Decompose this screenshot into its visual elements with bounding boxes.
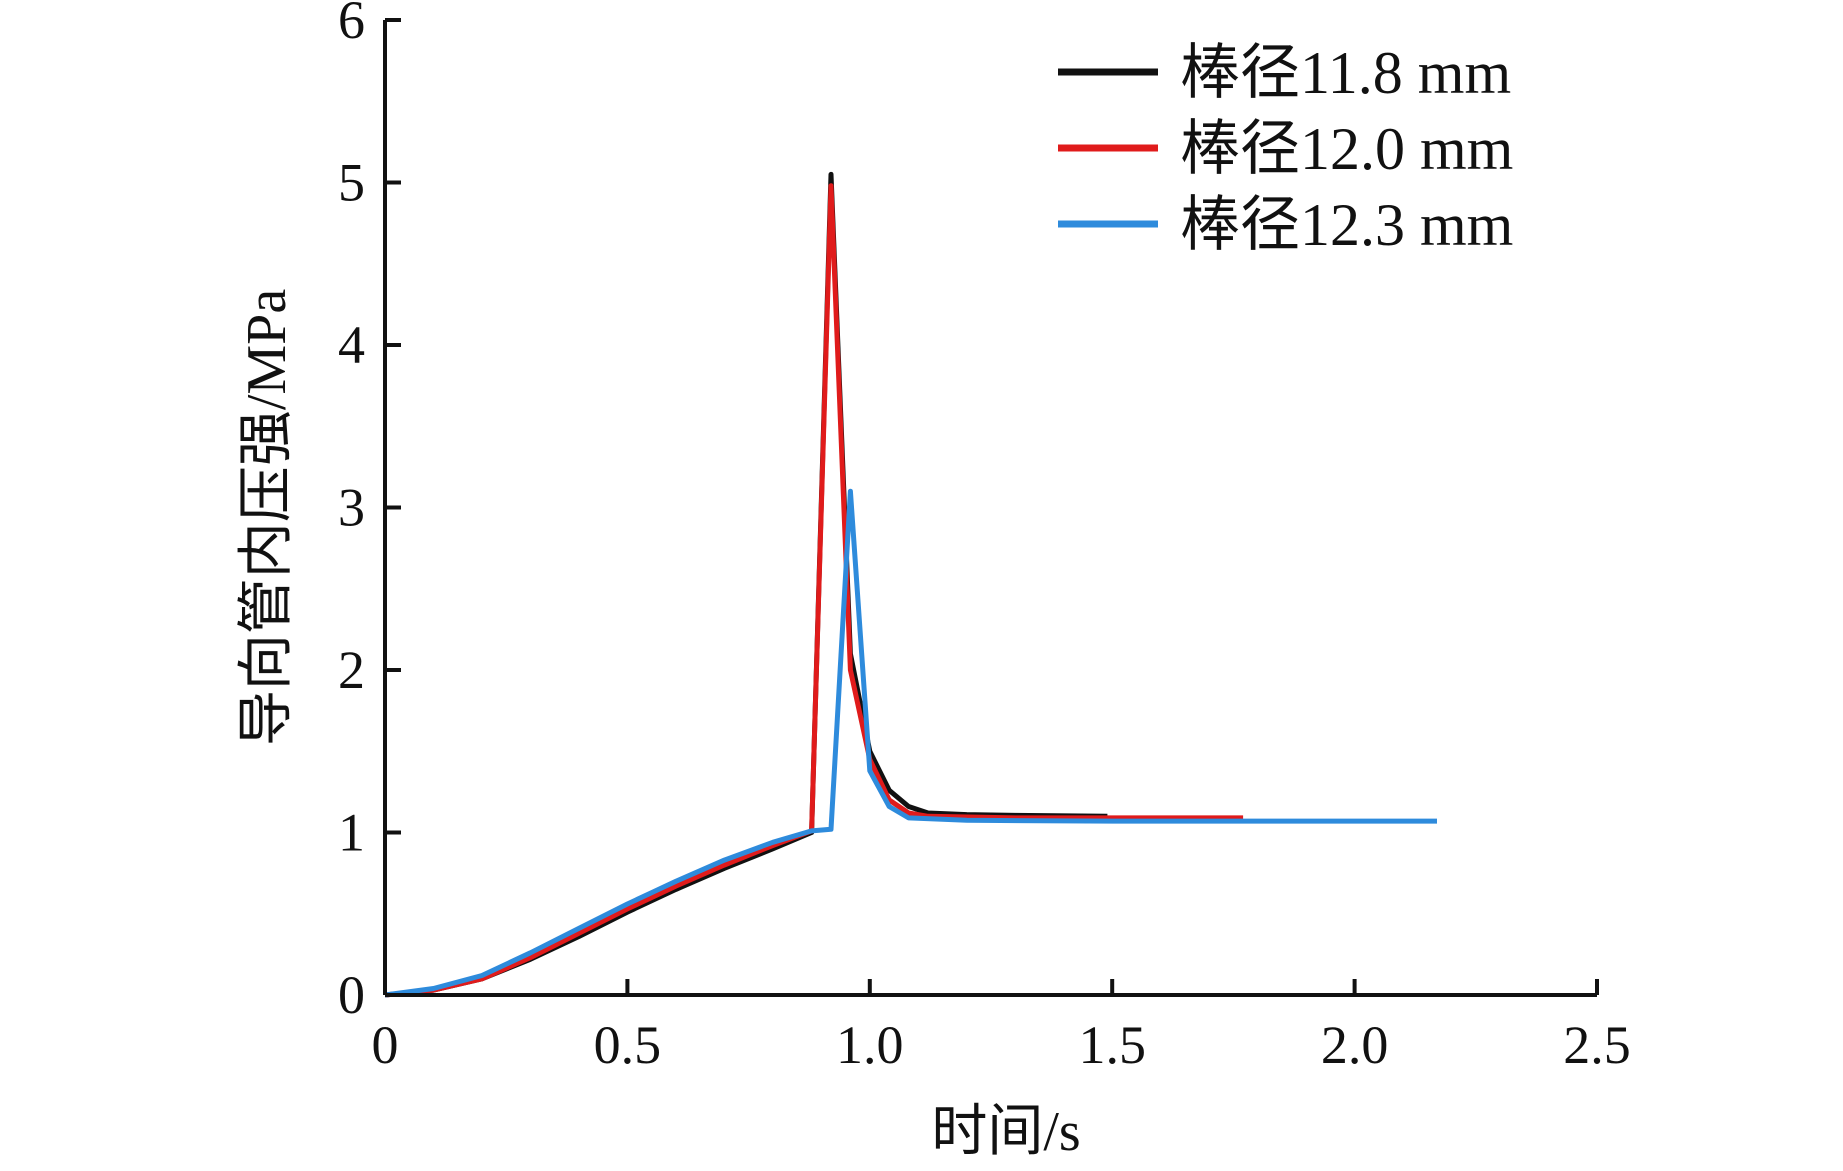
x-tick-label: 1.0 [836,1015,904,1075]
y-tick-label: 3 [338,478,365,538]
y-tick-label: 4 [338,315,365,375]
legend-label: 棒径11.8 mm [1180,40,1511,106]
y-ticks: 0 1 2 3 4 5 6 [338,0,401,1025]
x-tick-label: 2.0 [1321,1015,1389,1075]
legend: 棒径11.8 mm 棒径12.0 mm 棒径12.3 mm [1058,40,1513,258]
legend-label: 棒径12.0 mm [1180,116,1513,182]
x-axis-title: 时间/s [931,1101,1080,1163]
y-tick-label: 0 [338,965,365,1025]
axes: 0 0.5 1.0 1.5 2.0 2.5 0 1 2 3 4 5 6 [338,0,1631,1075]
x-ticks: 0 0.5 1.0 1.5 2.0 2.5 [372,979,1631,1075]
y-tick-label: 5 [338,153,365,213]
x-tick-label: 2.5 [1563,1015,1631,1075]
x-tick-label: 0.5 [594,1015,662,1075]
series-line-2 [384,183,1244,998]
legend-label: 棒径12.3 mm [1180,192,1513,258]
series-line-3 [384,488,1437,998]
series-layer [384,171,1437,998]
y-tick-label: 1 [338,803,365,863]
x-tick-label: 1.5 [1078,1015,1146,1075]
series-line-1 [384,171,1108,998]
y-axis-title: 导向管内压强/MPa [236,289,298,746]
x-tick-label: 0 [372,1015,399,1075]
y-tick-label: 6 [338,0,365,50]
y-tick-label: 2 [338,640,365,700]
